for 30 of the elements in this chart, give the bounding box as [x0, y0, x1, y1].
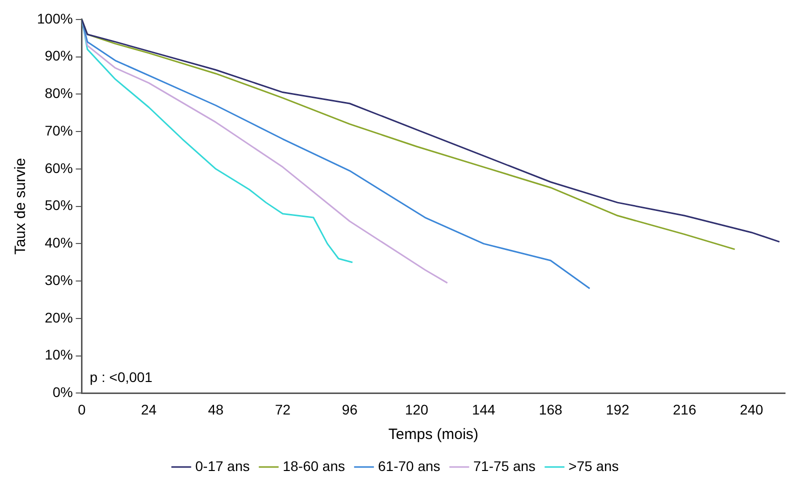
y-axis-title: Taux de survie: [12, 158, 30, 255]
y-tick-label: 80%: [44, 85, 73, 102]
legend-label: >75 ans: [568, 458, 619, 474]
legend-label: 71-75 ans: [473, 458, 536, 474]
x-tick-label: 0: [78, 401, 86, 418]
y-tick-label: 10%: [44, 346, 73, 363]
legend-label: 18-60 ans: [282, 458, 346, 474]
x-tick-label: 120: [404, 401, 429, 418]
y-tick-label: 0%: [52, 384, 73, 400]
y-tick-label: 40%: [44, 234, 73, 251]
y-tick-label: 20%: [44, 309, 73, 326]
y-tick-label: 100%: [36, 10, 73, 26]
x-tick-label: 96: [342, 401, 358, 418]
x-tick-label: 192: [606, 401, 630, 418]
y-tick-label: 90%: [44, 48, 73, 64]
legend-label: 61-70 ans: [378, 458, 440, 474]
x-tick-label: 168: [538, 401, 562, 418]
x-tick-label: 144: [472, 401, 496, 418]
x-axis-title: Temps (mois): [388, 426, 478, 444]
annotation: p : <0,001: [90, 369, 153, 386]
y-tick-label: 70%: [44, 122, 73, 138]
x-tick-label: 216: [672, 401, 696, 418]
x-tick-label: 48: [208, 401, 224, 418]
y-tick-label: 60%: [44, 160, 73, 176]
legend-label: 0-17 ans: [195, 458, 250, 474]
x-tick-label: 72: [274, 401, 291, 418]
x-tick-label: 240: [740, 401, 764, 418]
y-tick-label: 50%: [44, 197, 73, 214]
y-tick-label: 30%: [44, 272, 73, 288]
x-tick-label: 24: [140, 401, 157, 418]
